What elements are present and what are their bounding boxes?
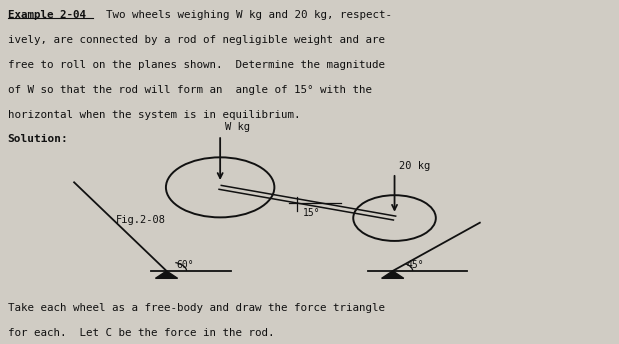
Polygon shape [381, 271, 404, 278]
Text: Solution:: Solution: [7, 135, 68, 144]
Text: W kg: W kg [225, 122, 250, 132]
Text: ively, are connected by a rod of negligible weight and are: ively, are connected by a rod of negligi… [7, 35, 384, 45]
Text: horizontal when the system is in equilibrium.: horizontal when the system is in equilib… [7, 109, 300, 120]
Text: Two wheels weighing W kg and 20 kg, respect-: Two wheels weighing W kg and 20 kg, resp… [93, 10, 392, 20]
Text: 20 kg: 20 kg [399, 161, 431, 171]
Text: Fig.2-08: Fig.2-08 [115, 215, 165, 225]
Text: free to roll on the planes shown.  Determine the magnitude: free to roll on the planes shown. Determ… [7, 60, 384, 70]
Text: 45°: 45° [406, 260, 424, 270]
Polygon shape [155, 271, 178, 278]
Text: for each.  Let C be the force in the rod.: for each. Let C be the force in the rod. [7, 328, 274, 338]
Text: 15°: 15° [303, 208, 321, 218]
Text: 60°: 60° [176, 259, 194, 270]
Text: of W so that the rod will form an  angle of 15° with the: of W so that the rod will form an angle … [7, 85, 371, 95]
Text: Take each wheel as a free-body and draw the force triangle: Take each wheel as a free-body and draw … [7, 303, 384, 313]
Text: Example 2-04: Example 2-04 [7, 10, 85, 20]
